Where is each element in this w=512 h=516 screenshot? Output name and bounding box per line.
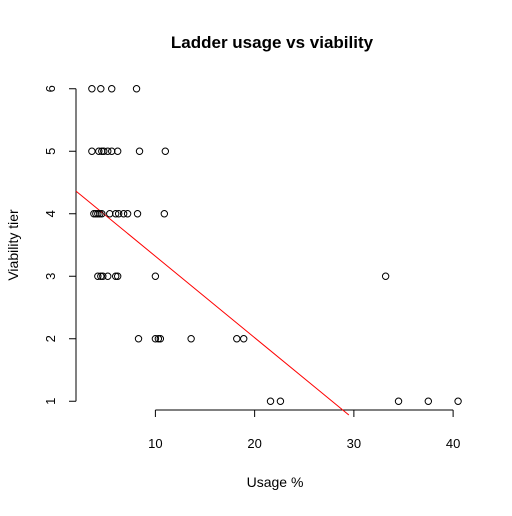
data-point bbox=[381, 272, 390, 280]
x-tick-label: 30 bbox=[347, 436, 361, 451]
data-point bbox=[94, 210, 102, 218]
data-point bbox=[134, 335, 143, 343]
y-axis: 1 2 3 4 5 6 bbox=[43, 85, 77, 405]
data-point bbox=[276, 397, 285, 405]
data-point bbox=[88, 147, 96, 155]
data-point bbox=[151, 272, 160, 280]
data-point bbox=[97, 85, 105, 93]
data-point bbox=[233, 335, 241, 343]
x-axis: 10 20 30 40 bbox=[148, 409, 460, 451]
data-point bbox=[160, 210, 169, 218]
data-point bbox=[394, 397, 403, 405]
data-point bbox=[156, 335, 165, 343]
data-point bbox=[133, 210, 142, 218]
data-point bbox=[119, 210, 128, 218]
data-point bbox=[113, 272, 122, 280]
data-point bbox=[424, 397, 433, 405]
data-points bbox=[88, 85, 462, 405]
y-tick-label: 4 bbox=[43, 210, 58, 217]
data-point bbox=[151, 335, 160, 343]
data-point bbox=[135, 147, 144, 155]
data-point bbox=[161, 147, 170, 155]
data-point bbox=[100, 147, 108, 155]
data-point bbox=[88, 85, 96, 93]
y-tick-label: 6 bbox=[43, 85, 58, 92]
x-tick-label: 10 bbox=[148, 436, 162, 451]
data-point bbox=[240, 335, 248, 343]
data-point bbox=[96, 210, 104, 218]
y-tick-label: 1 bbox=[43, 398, 58, 405]
data-point bbox=[132, 85, 141, 93]
x-axis-label: Usage % bbox=[247, 474, 304, 490]
regression-line-group bbox=[75, 190, 350, 416]
data-point bbox=[94, 272, 102, 280]
data-point bbox=[187, 335, 195, 343]
data-point bbox=[454, 397, 462, 405]
data-point bbox=[104, 147, 112, 155]
regression-line bbox=[75, 190, 350, 416]
data-point bbox=[104, 272, 112, 280]
x-tick-label: 20 bbox=[247, 436, 261, 451]
data-point bbox=[114, 210, 123, 218]
data-point bbox=[154, 335, 163, 343]
x-tick-label: 40 bbox=[446, 436, 460, 451]
y-axis-label: Viability tier bbox=[5, 209, 21, 281]
data-point bbox=[98, 210, 106, 218]
data-point bbox=[111, 210, 120, 218]
data-point bbox=[95, 147, 103, 155]
data-point bbox=[113, 147, 122, 155]
data-point bbox=[111, 272, 120, 280]
y-tick-label: 3 bbox=[43, 273, 58, 280]
data-point bbox=[266, 397, 275, 405]
data-point bbox=[97, 272, 105, 280]
data-point bbox=[99, 272, 107, 280]
y-tick-label: 5 bbox=[43, 148, 58, 155]
chart-title: Ladder usage vs viability bbox=[171, 33, 374, 52]
data-point bbox=[123, 210, 132, 218]
data-point bbox=[108, 85, 116, 93]
y-tick-label: 2 bbox=[43, 335, 58, 342]
